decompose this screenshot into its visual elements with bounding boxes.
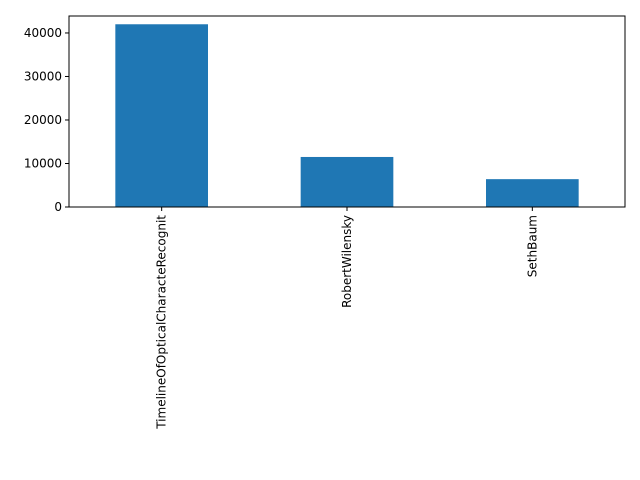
y-tick-label: 30000 (24, 69, 62, 83)
y-tick-label: 20000 (24, 113, 62, 127)
bar (115, 24, 208, 208)
y-tick-label: 0 (54, 200, 62, 214)
x-tick-label: SethBaum (525, 215, 539, 277)
bar (300, 156, 394, 207)
y-tick-label: 40000 (24, 26, 62, 40)
y-tick-label: 10000 (24, 156, 62, 170)
plot-frame (68, 15, 626, 208)
x-tick-label: RobertWilensky (340, 215, 354, 308)
x-tick-label: TimelineOfOpticalCharacteRecognit (155, 215, 169, 430)
bar (486, 179, 579, 207)
